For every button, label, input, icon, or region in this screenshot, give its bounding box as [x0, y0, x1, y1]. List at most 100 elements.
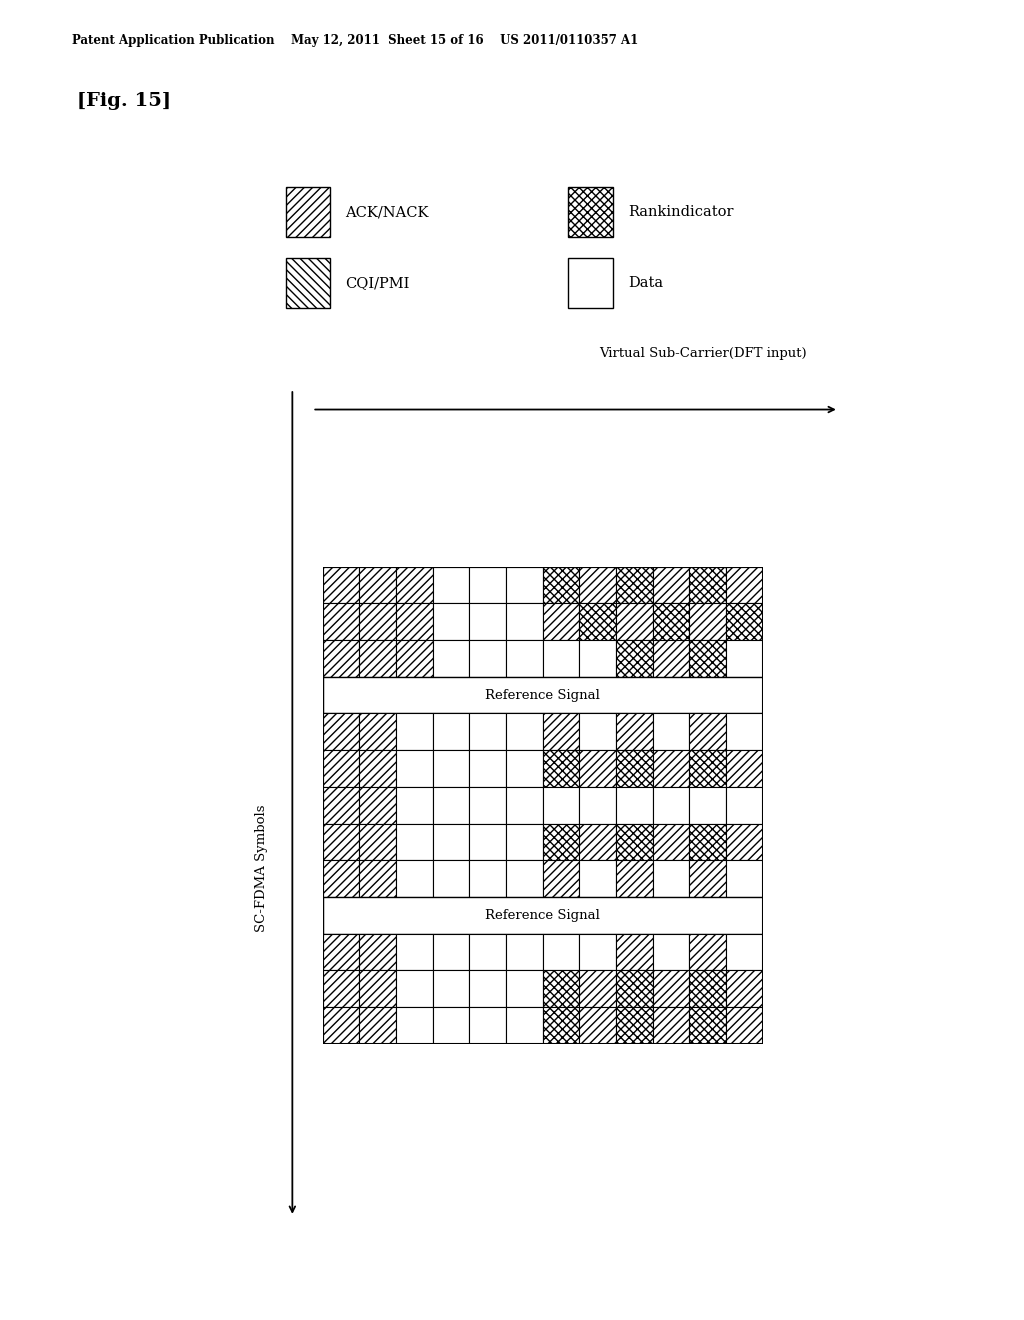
Bar: [396, 824, 432, 861]
Bar: [506, 750, 543, 787]
Bar: [506, 1007, 543, 1044]
Text: [Fig. 15]: [Fig. 15]: [77, 92, 171, 111]
Bar: [432, 824, 469, 861]
Bar: [432, 787, 469, 824]
Bar: [469, 566, 506, 603]
Bar: [653, 970, 689, 1007]
Bar: [469, 1007, 506, 1044]
Bar: [726, 824, 763, 861]
Bar: [580, 714, 616, 750]
Bar: [653, 640, 689, 677]
Bar: [726, 787, 763, 824]
Bar: [432, 861, 469, 896]
Bar: [543, 750, 580, 787]
Bar: [689, 566, 726, 603]
Bar: [506, 787, 543, 824]
Bar: [616, 750, 653, 787]
Bar: [616, 714, 653, 750]
Bar: [653, 1007, 689, 1044]
Bar: [286, 186, 330, 238]
Text: Rankindicator: Rankindicator: [628, 205, 733, 219]
Text: Virtual Sub-Carrier(DFT input): Virtual Sub-Carrier(DFT input): [599, 347, 807, 360]
Bar: [689, 603, 726, 640]
Bar: [543, 970, 580, 1007]
Bar: [689, 640, 726, 677]
Bar: [616, 640, 653, 677]
Bar: [359, 824, 396, 861]
Bar: [396, 566, 432, 603]
Bar: [653, 603, 689, 640]
Bar: [616, 566, 653, 603]
Bar: [689, 933, 726, 970]
Bar: [359, 787, 396, 824]
Bar: [543, 861, 580, 896]
Bar: [580, 787, 616, 824]
Bar: [469, 861, 506, 896]
Bar: [616, 787, 653, 824]
Text: ACK/NACK: ACK/NACK: [345, 205, 429, 219]
Bar: [359, 603, 396, 640]
Bar: [580, 933, 616, 970]
Bar: [580, 640, 616, 677]
Bar: [689, 970, 726, 1007]
Bar: [653, 750, 689, 787]
Bar: [432, 1007, 469, 1044]
Bar: [543, 824, 580, 861]
Bar: [726, 603, 763, 640]
Bar: [616, 603, 653, 640]
Bar: [323, 896, 763, 933]
Bar: [653, 861, 689, 896]
Bar: [616, 933, 653, 970]
Bar: [396, 861, 432, 896]
Bar: [359, 750, 396, 787]
Bar: [286, 257, 330, 309]
Bar: [653, 714, 689, 750]
Bar: [323, 714, 359, 750]
Bar: [323, 824, 359, 861]
Bar: [469, 640, 506, 677]
Bar: [506, 603, 543, 640]
Bar: [359, 1007, 396, 1044]
Bar: [432, 750, 469, 787]
Bar: [726, 1007, 763, 1044]
Bar: [323, 861, 359, 896]
Bar: [616, 1007, 653, 1044]
Bar: [359, 640, 396, 677]
Bar: [543, 603, 580, 640]
Text: Patent Application Publication    May 12, 2011  Sheet 15 of 16    US 2011/011035: Patent Application Publication May 12, 2…: [72, 34, 638, 48]
Bar: [396, 640, 432, 677]
Bar: [432, 714, 469, 750]
Bar: [543, 1007, 580, 1044]
Bar: [689, 787, 726, 824]
Bar: [469, 750, 506, 787]
Bar: [323, 970, 359, 1007]
Bar: [396, 933, 432, 970]
Bar: [653, 933, 689, 970]
Bar: [580, 970, 616, 1007]
Bar: [506, 861, 543, 896]
Bar: [689, 714, 726, 750]
Bar: [469, 970, 506, 1007]
Bar: [396, 750, 432, 787]
Bar: [359, 566, 396, 603]
Bar: [506, 824, 543, 861]
Text: SC-FDMA Symbols: SC-FDMA Symbols: [255, 805, 268, 932]
Bar: [396, 603, 432, 640]
Bar: [323, 640, 359, 677]
Bar: [726, 566, 763, 603]
Bar: [323, 603, 359, 640]
Bar: [323, 933, 359, 970]
Bar: [359, 933, 396, 970]
Bar: [469, 603, 506, 640]
Bar: [432, 933, 469, 970]
Bar: [543, 566, 580, 603]
Bar: [506, 970, 543, 1007]
Bar: [396, 1007, 432, 1044]
Bar: [543, 714, 580, 750]
Bar: [323, 566, 359, 603]
Bar: [580, 750, 616, 787]
Bar: [506, 566, 543, 603]
Bar: [689, 1007, 726, 1044]
Bar: [580, 603, 616, 640]
Bar: [726, 714, 763, 750]
